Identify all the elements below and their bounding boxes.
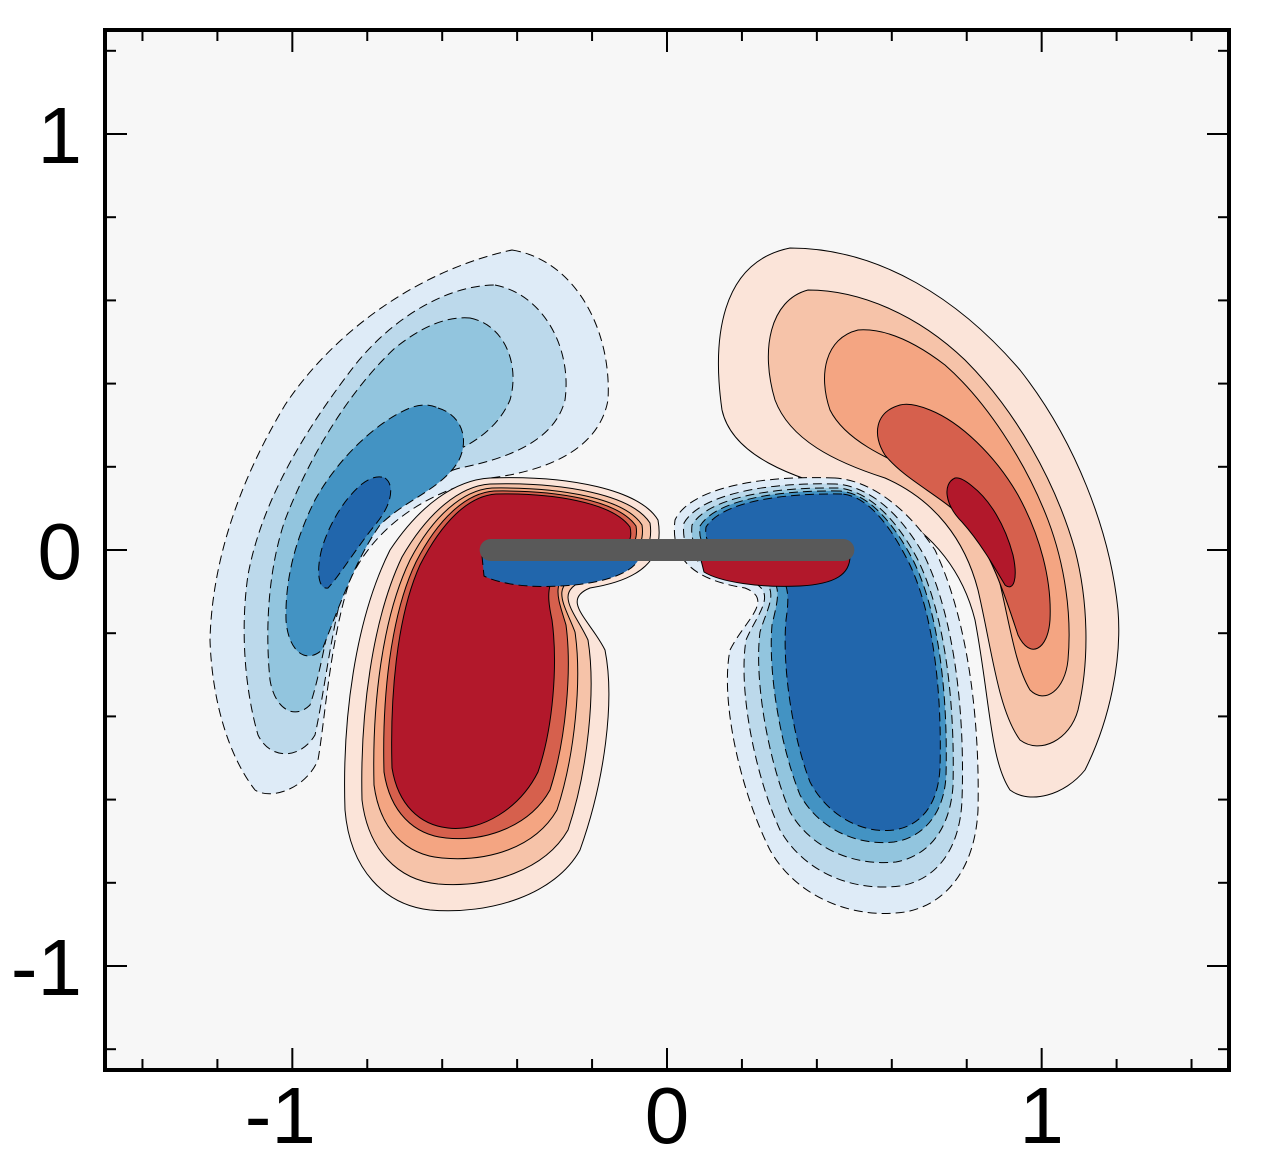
- outer-left-level-4: [285, 404, 464, 657]
- axis-ticks: [105, 30, 1229, 1070]
- x-tick-label: 1: [1019, 1071, 1064, 1160]
- x-tick-label: 0: [645, 1071, 690, 1160]
- axis-tick-labels: -1 0 1 1 0 -1: [11, 91, 1064, 1160]
- inner-left-underside: [481, 555, 641, 587]
- inner-left-lobe: [344, 477, 660, 912]
- y-tick-label: 1: [38, 91, 83, 180]
- outer-left-level-5: [318, 476, 392, 589]
- y-tick-label: 0: [38, 507, 83, 596]
- contour-field: [209, 247, 1120, 914]
- outer-right-level-5: [946, 477, 1016, 588]
- x-tick-label: -1: [245, 1071, 316, 1160]
- outer-right-level-4: [877, 403, 1051, 650]
- y-tick-label: -1: [11, 923, 82, 1012]
- inner-right-underside: [699, 555, 851, 587]
- outer-left-lobe: [209, 249, 609, 795]
- outer-right-lobe: [718, 247, 1120, 798]
- inner-right-lobe: [673, 477, 979, 914]
